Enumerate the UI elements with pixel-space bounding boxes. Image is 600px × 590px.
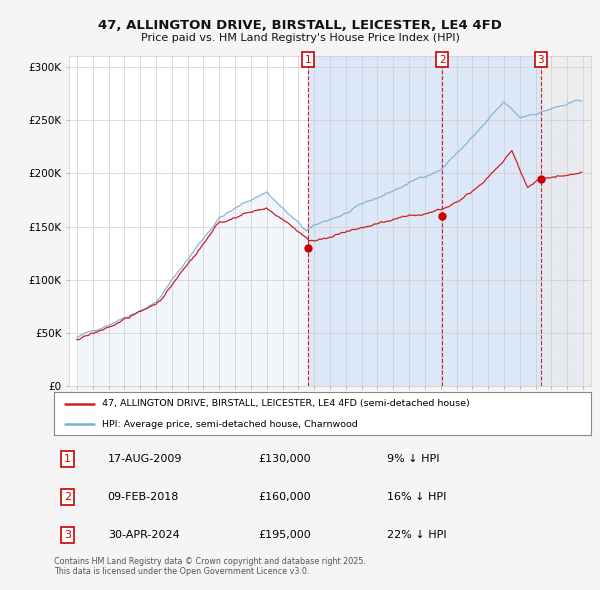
Text: 16% ↓ HPI: 16% ↓ HPI <box>387 492 446 502</box>
Text: 3: 3 <box>64 530 71 540</box>
Text: 17-AUG-2009: 17-AUG-2009 <box>108 454 182 464</box>
Text: 9% ↓ HPI: 9% ↓ HPI <box>387 454 439 464</box>
Text: 09-FEB-2018: 09-FEB-2018 <box>108 492 179 502</box>
Text: HPI: Average price, semi-detached house, Charnwood: HPI: Average price, semi-detached house,… <box>103 419 358 429</box>
Text: 2: 2 <box>439 55 446 64</box>
Bar <box>442 56 541 386</box>
Text: 22% ↓ HPI: 22% ↓ HPI <box>387 530 446 540</box>
Bar <box>541 56 591 386</box>
Text: 2: 2 <box>64 492 71 502</box>
Text: 1: 1 <box>305 55 311 64</box>
Text: 1: 1 <box>64 454 71 464</box>
Text: 47, ALLINGTON DRIVE, BIRSTALL, LEICESTER, LE4 4FD (semi-detached house): 47, ALLINGTON DRIVE, BIRSTALL, LEICESTER… <box>103 399 470 408</box>
Text: £160,000: £160,000 <box>258 492 311 502</box>
Text: Contains HM Land Registry data © Crown copyright and database right 2025.
This d: Contains HM Land Registry data © Crown c… <box>54 557 366 576</box>
Text: 3: 3 <box>538 55 544 64</box>
Text: 47, ALLINGTON DRIVE, BIRSTALL, LEICESTER, LE4 4FD: 47, ALLINGTON DRIVE, BIRSTALL, LEICESTER… <box>98 19 502 32</box>
Text: £195,000: £195,000 <box>258 530 311 540</box>
Text: 30-APR-2024: 30-APR-2024 <box>108 530 179 540</box>
Bar <box>308 56 442 386</box>
Text: Price paid vs. HM Land Registry's House Price Index (HPI): Price paid vs. HM Land Registry's House … <box>140 33 460 43</box>
Text: £130,000: £130,000 <box>258 454 311 464</box>
